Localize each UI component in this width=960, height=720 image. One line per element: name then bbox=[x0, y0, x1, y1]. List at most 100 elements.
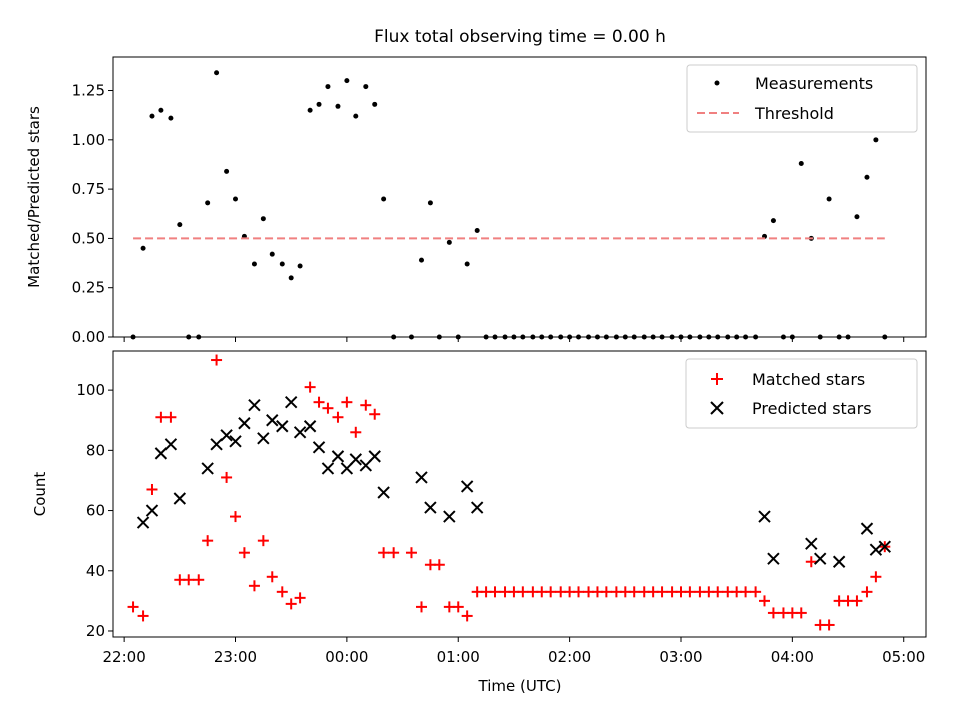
bottom-y-tick-label: 20 bbox=[86, 622, 105, 640]
measurement-point bbox=[613, 334, 619, 340]
measurement-point bbox=[140, 245, 146, 251]
legend-predicted-marker bbox=[710, 401, 724, 415]
matched-star-point bbox=[628, 586, 640, 598]
measurement-point bbox=[335, 103, 341, 109]
measurement-point bbox=[158, 107, 164, 113]
x-tick-label: 04:00 bbox=[771, 648, 814, 666]
predicted-star-point bbox=[164, 438, 178, 451]
predicted-star-point bbox=[145, 504, 159, 517]
predicted-star-point bbox=[349, 453, 362, 466]
predicted-star-point bbox=[331, 450, 345, 463]
measurement-point bbox=[650, 334, 656, 340]
predicted-star-point bbox=[805, 537, 818, 550]
predicted-star-point bbox=[276, 420, 289, 433]
matched-star-point bbox=[313, 396, 325, 408]
predicted-star-point bbox=[832, 555, 846, 568]
matched-star-point bbox=[861, 586, 873, 598]
predicted-star-point bbox=[424, 501, 437, 514]
measurement-point bbox=[734, 334, 740, 340]
predicted-star-point bbox=[136, 516, 150, 529]
matched-star-point bbox=[341, 396, 353, 408]
legend-predicted-label: Predicted stars bbox=[752, 399, 872, 418]
bottom-legend-box bbox=[685, 358, 918, 429]
measurement-point bbox=[780, 334, 786, 340]
matched-star-point bbox=[137, 610, 149, 622]
measurement-point bbox=[251, 261, 257, 267]
matched-star-point bbox=[257, 535, 269, 547]
measurement-point bbox=[586, 334, 592, 340]
matched-star-point bbox=[805, 556, 817, 568]
bottom-legend: Matched stars Predicted stars bbox=[685, 358, 918, 429]
matched-star-point bbox=[146, 483, 158, 495]
matched-star-point bbox=[369, 408, 381, 420]
measurement-point bbox=[558, 334, 564, 340]
predicted-star-point bbox=[220, 429, 233, 442]
x-tick-label: 05:00 bbox=[882, 648, 925, 666]
matched-star-point bbox=[767, 607, 779, 619]
measurement-point bbox=[520, 334, 526, 340]
predicted-star-point bbox=[415, 471, 428, 484]
matched-star-point bbox=[851, 595, 863, 607]
matched-star-point bbox=[712, 586, 724, 598]
top-y-tick-label: 0.25 bbox=[72, 279, 105, 297]
measurement-point bbox=[882, 334, 888, 340]
measurement-point bbox=[789, 334, 795, 340]
measurement-point bbox=[436, 334, 442, 340]
measurement-point bbox=[659, 334, 665, 340]
measurement-point bbox=[567, 334, 573, 340]
measurement-point bbox=[316, 101, 322, 107]
predicted-star-point bbox=[248, 398, 261, 412]
matched-star-point bbox=[489, 586, 501, 598]
predicted-star-point bbox=[238, 417, 251, 430]
predicted-star-point bbox=[303, 420, 317, 433]
measurement-point bbox=[770, 218, 776, 224]
matched-star-point bbox=[248, 580, 260, 592]
measurement-point bbox=[418, 257, 424, 263]
predicted-star-point bbox=[266, 414, 279, 427]
measurement-point bbox=[205, 200, 211, 206]
predicted-star-point bbox=[229, 435, 242, 448]
predicted-star-point bbox=[878, 540, 892, 553]
predicted-star-point bbox=[284, 395, 298, 409]
matched-star-point bbox=[795, 607, 807, 619]
measurement-point bbox=[446, 239, 452, 245]
bottom-series bbox=[127, 354, 892, 631]
matched-star-point bbox=[155, 411, 167, 423]
measurement-point bbox=[168, 115, 174, 121]
matched-star-point bbox=[221, 471, 233, 483]
measurement-point bbox=[224, 168, 230, 174]
predicted-star-point bbox=[312, 441, 326, 454]
bottom-y-ticks: 20 40 60 80 100 bbox=[76, 381, 113, 640]
top-plot-frame bbox=[112, 56, 927, 338]
measurement-point bbox=[492, 334, 498, 340]
matched-star-point bbox=[452, 601, 464, 613]
x-tick-label: 02:00 bbox=[548, 648, 591, 666]
measurement-point bbox=[530, 334, 536, 340]
measurement-point bbox=[836, 334, 842, 340]
measurement-point bbox=[594, 334, 600, 340]
matched-star-point bbox=[183, 574, 195, 586]
predicted-star-point bbox=[257, 432, 270, 445]
x-tick-label: 03:00 bbox=[659, 648, 702, 666]
legend-measurements-label: Measurements bbox=[755, 74, 873, 93]
measurement-point bbox=[279, 261, 285, 267]
predicted-star-point bbox=[813, 552, 827, 565]
measurement-point bbox=[687, 334, 693, 340]
matched-star-point bbox=[230, 511, 242, 523]
legend-threshold-label: Threshold bbox=[754, 104, 834, 123]
matched-star-point bbox=[165, 411, 177, 423]
measurement-point bbox=[576, 334, 582, 340]
predicted-star-point bbox=[860, 522, 874, 535]
measurement-point bbox=[743, 334, 749, 340]
top-y-tick-label: 0.50 bbox=[72, 229, 105, 247]
predicted-star-point bbox=[758, 510, 771, 523]
measurement-point bbox=[177, 222, 183, 228]
matched-star-point bbox=[545, 586, 557, 598]
matched-star-point bbox=[870, 571, 882, 583]
measurement-point bbox=[408, 334, 414, 340]
predicted-star-point bbox=[293, 426, 307, 439]
predicted-star-point bbox=[321, 462, 335, 475]
measurement-point bbox=[307, 107, 313, 113]
measurement-point bbox=[214, 70, 220, 76]
measurement-point bbox=[464, 261, 470, 267]
